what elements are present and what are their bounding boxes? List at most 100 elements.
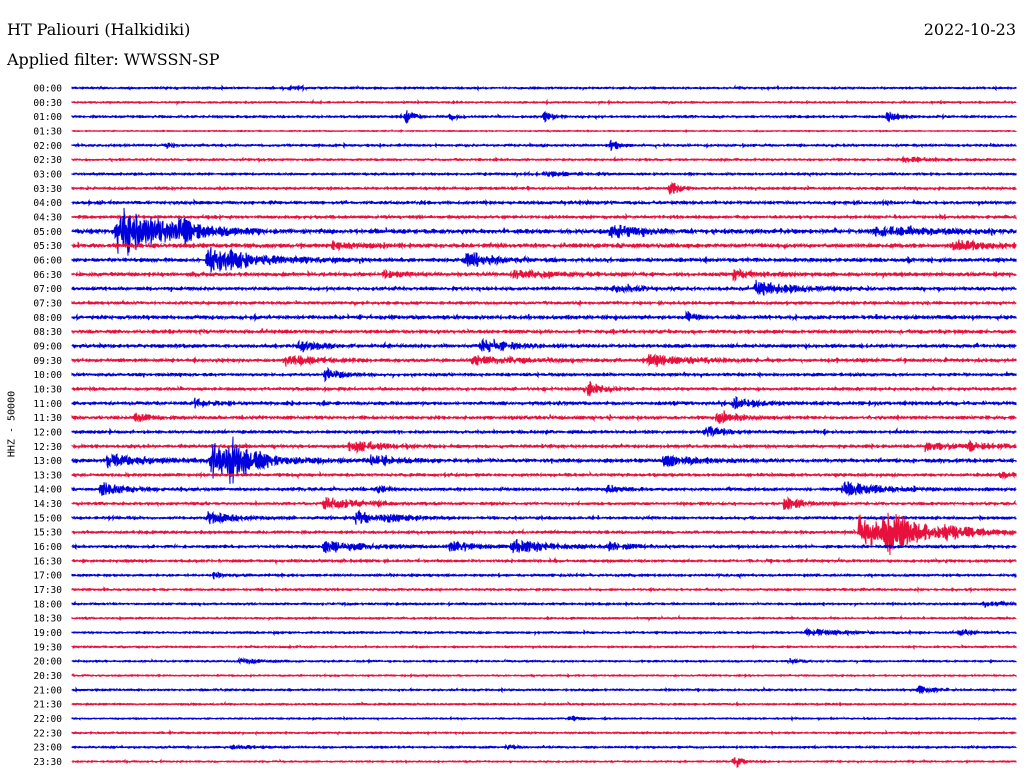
trace-0700 (71, 279, 1017, 296)
row-label-0200: 02:00 (33, 141, 62, 152)
trace-1130 (71, 410, 1017, 424)
row-label-0630: 06:30 (33, 270, 62, 281)
row-label-0330: 03:30 (33, 184, 62, 195)
trace-0930 (71, 353, 1017, 368)
row-label-1900: 19:00 (33, 628, 62, 639)
row-label-0900: 09:00 (33, 341, 62, 352)
trace-1230 (71, 439, 1017, 454)
row-label-1400: 14:00 (33, 485, 62, 496)
trace-1600 (71, 538, 1017, 554)
trace-0830 (71, 327, 1017, 336)
trace-1300 (71, 436, 1017, 484)
trace-0000 (71, 84, 1017, 93)
row-label-0000: 00:00 (33, 84, 62, 95)
row-label-1730: 17:30 (33, 585, 62, 596)
trace-0130 (71, 129, 1017, 134)
row-labels: 00:00 00:30 01:00 01:30 02:00 02:30 03:00 03:30… (33, 84, 62, 769)
row-label-1000: 10:00 (33, 370, 62, 381)
trace-1200 (71, 425, 1017, 438)
row-label-0800: 08:00 (33, 313, 62, 324)
trace-0100 (71, 110, 1017, 125)
station-title: HT Paliouri (Halkidiki) (7, 20, 191, 39)
row-label-1800: 18:00 (33, 599, 62, 610)
row-label-1700: 17:00 (33, 571, 62, 582)
row-label-1930: 19:30 (33, 642, 62, 653)
row-label-0030: 00:30 (33, 98, 62, 109)
trace-2130 (71, 700, 1017, 707)
row-label-2200: 22:00 (33, 714, 62, 725)
trace-1630 (71, 556, 1017, 566)
row-label-1430: 14:30 (33, 499, 62, 510)
trace-1930 (71, 643, 1017, 651)
trace-1000 (71, 366, 1017, 383)
trace-0300 (71, 170, 1017, 179)
row-label-1100: 11:00 (33, 399, 62, 410)
trace-0800 (71, 310, 1017, 323)
trace-1900 (71, 627, 1017, 637)
seismic-traces (71, 84, 1017, 768)
trace-2300 (71, 743, 1017, 751)
row-label-0430: 04:30 (33, 212, 62, 223)
trace-0230 (71, 155, 1017, 164)
row-label-0130: 01:30 (33, 126, 62, 137)
trace-2100 (71, 684, 1017, 695)
trace-0730 (71, 299, 1017, 307)
trace-0330 (71, 181, 1017, 195)
trace-1730 (71, 586, 1017, 594)
row-label-0500: 05:00 (33, 227, 62, 238)
row-label-0700: 07:00 (33, 284, 62, 295)
row-label-0600: 06:00 (33, 255, 62, 266)
trace-1030 (71, 381, 1017, 397)
trace-0530 (71, 238, 1017, 252)
trace-1430 (71, 495, 1017, 511)
row-label-0830: 08:30 (33, 327, 62, 338)
row-label-2000: 20:00 (33, 657, 62, 668)
row-label-1630: 16:30 (33, 556, 62, 567)
trace-0400 (71, 198, 1017, 207)
row-label-2300: 23:00 (33, 743, 62, 754)
row-label-0530: 05:30 (33, 241, 62, 252)
row-label-0300: 03:00 (33, 169, 62, 180)
row-label-2330: 23:30 (33, 757, 62, 768)
row-label-1600: 16:00 (33, 542, 62, 553)
row-label-1530: 15:30 (33, 528, 62, 539)
row-label-1500: 15:00 (33, 513, 62, 524)
trace-1700 (71, 571, 1017, 580)
row-label-2030: 20:30 (33, 671, 62, 682)
trace-1100 (71, 395, 1017, 410)
trace-2030 (71, 672, 1017, 679)
filter-label: Applied filter: WWSSN-SP (7, 50, 220, 69)
trace-0030 (71, 98, 1017, 106)
trace-0900 (71, 337, 1017, 353)
row-label-1300: 13:00 (33, 456, 62, 467)
date-label: 2022-10-23 (923, 20, 1016, 39)
trace-0500 (71, 207, 1017, 256)
trace-1800 (71, 600, 1017, 608)
trace-0600 (71, 247, 1017, 273)
trace-1530 (71, 512, 1017, 556)
trace-1400 (71, 481, 1017, 497)
row-label-2230: 22:30 (33, 728, 62, 739)
trace-1330 (71, 470, 1017, 480)
row-label-0100: 01:00 (33, 112, 62, 123)
row-label-1030: 10:30 (33, 384, 62, 395)
row-label-0730: 07:30 (33, 298, 62, 309)
trace-0200 (71, 139, 1017, 151)
row-label-1830: 18:30 (33, 614, 62, 625)
row-label-1200: 12:00 (33, 427, 62, 438)
row-label-2100: 21:00 (33, 685, 62, 696)
row-label-1230: 12:30 (33, 442, 62, 453)
row-label-0930: 09:30 (33, 356, 62, 367)
row-label-1330: 13:30 (33, 470, 62, 481)
trace-2230 (71, 729, 1017, 737)
row-label-2130: 21:30 (33, 700, 62, 711)
trace-2000 (71, 656, 1017, 666)
trace-1830 (71, 614, 1017, 622)
row-label-0400: 04:00 (33, 198, 62, 209)
trace-0430 (71, 212, 1017, 222)
trace-0630 (71, 267, 1017, 283)
trace-2200 (71, 715, 1017, 722)
row-label-1130: 11:30 (33, 413, 62, 424)
trace-1500 (71, 509, 1017, 525)
